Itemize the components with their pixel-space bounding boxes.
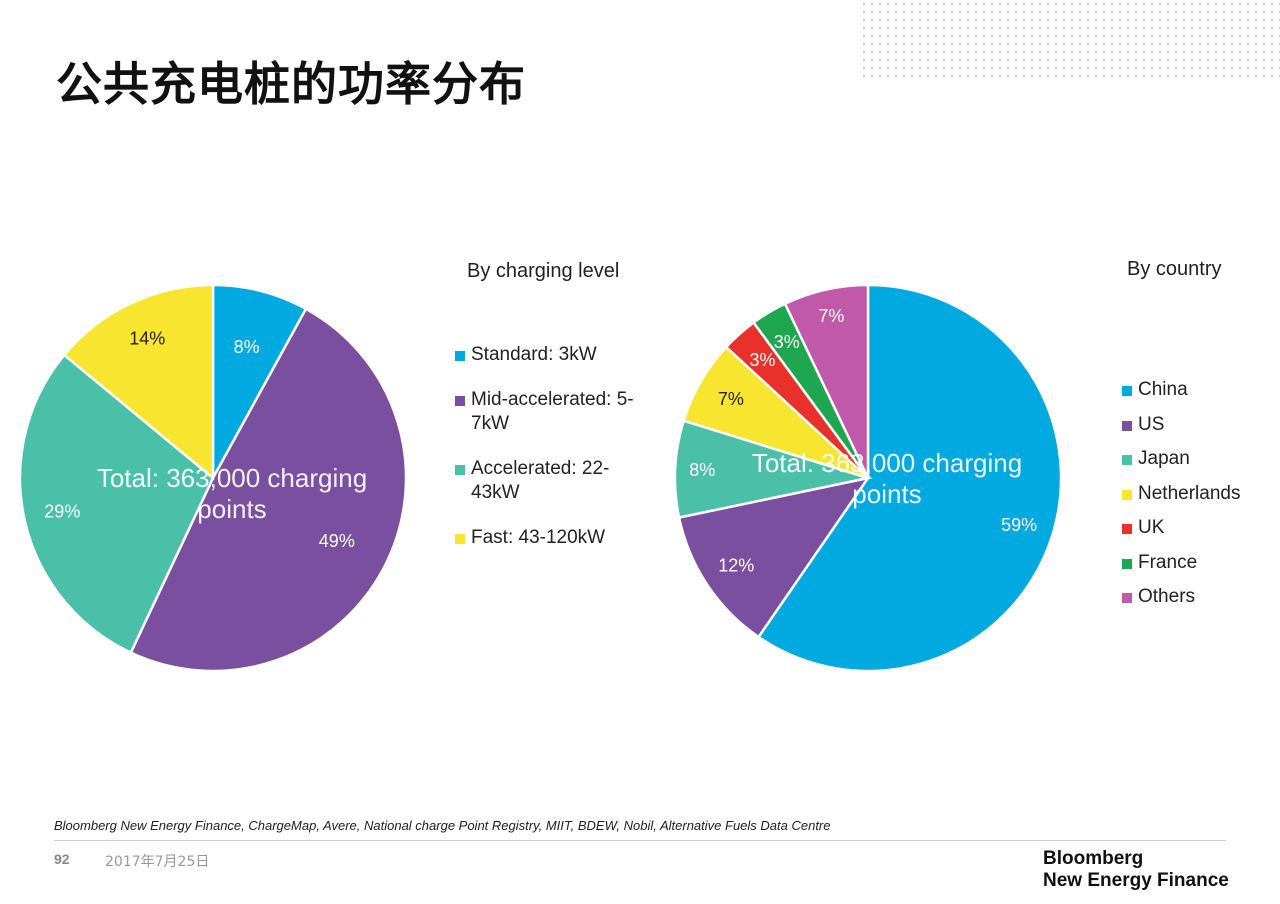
pie-slice-fast-43-120kw (62, 283, 215, 481)
legend-item-china: China (1122, 378, 1272, 402)
brand-logo: Bloomberg New Energy Finance (1043, 848, 1229, 892)
legend-swatch (1122, 558, 1132, 569)
legend-item-us: US (1122, 413, 1272, 437)
legend-label: Fast: 43-120kW (471, 527, 606, 548)
legend-label: Others (1138, 586, 1196, 607)
legend-country: China US Japan Netherlands UK France Others (1122, 378, 1272, 620)
legend-label: China (1138, 379, 1188, 400)
data-label-uk: 3% (749, 350, 775, 370)
legend-item-france: France (1122, 551, 1272, 575)
legend-swatch (1122, 593, 1132, 603)
data-label-japan: 8% (689, 460, 715, 480)
legend-swatch (1122, 386, 1132, 396)
legend-swatch (1122, 455, 1132, 465)
data-label-us: 12% (718, 556, 754, 576)
data-label-fast-43-120kw: 14% (129, 328, 165, 348)
pie-slice-standard-3kw (211, 283, 308, 479)
legend-swatch (455, 534, 465, 544)
chart-title-country: By country (1127, 258, 1222, 280)
legend-label: Japan (1138, 448, 1190, 469)
legend-item-netherlands: Netherlands (1122, 482, 1272, 506)
legend-item-mid-accelerated-5-7kw: Mid-accelerated: 5-7kW (455, 388, 645, 436)
legend-swatch (455, 465, 465, 475)
legend-item-uk: UK (1122, 516, 1272, 540)
data-label-others: 7% (818, 306, 844, 326)
page-title: 公共充电桩的功率分布 (56, 57, 526, 111)
legend-label: Mid-accelerated: 5-7kW (471, 389, 634, 434)
brand-line-2: New Energy Finance (1043, 870, 1229, 891)
brand-line-1: Bloomberg (1043, 848, 1144, 869)
data-label-netherlands: 7% (718, 389, 744, 409)
legend-item-japan: Japan (1122, 447, 1272, 471)
pie-slice-accelerated-22-43kw (18, 353, 215, 655)
chart-title-charging-level: By charging level (467, 260, 620, 282)
legend-swatch (1122, 420, 1132, 431)
source-note: Bloomberg New Energy Finance, ChargeMap,… (54, 818, 831, 833)
data-label-france: 3% (774, 332, 800, 352)
pie-slice-mid-accelerated-5-7kw (129, 307, 408, 673)
total-label: Total: 363,000 charging points (97, 463, 367, 524)
data-label-mid-accelerated-5-7kw: 49% (319, 531, 355, 551)
legend-label: Netherlands (1138, 482, 1241, 504)
legend-swatch (1122, 489, 1132, 500)
legend-item-fast-43-120kw: Fast: 43-120kW (455, 526, 645, 550)
page-date: 2017年7月25日 (105, 854, 210, 870)
pie-slice-others (783, 283, 870, 479)
legend-label: US (1138, 413, 1165, 435)
decorative-dot-pattern (860, 0, 1280, 80)
total-label: Total: 363,000 charging points (752, 448, 1022, 509)
legend-swatch (1122, 524, 1132, 534)
legend-swatch (455, 351, 465, 361)
legend-item-standard-3kw: Standard: 3kW (455, 343, 645, 367)
legend-label: UK (1138, 517, 1165, 538)
data-label-accelerated-22-43kw: 29% (44, 502, 80, 522)
legend-label: France (1138, 551, 1198, 573)
pie-slice-japan (673, 419, 873, 520)
data-label-china: 59% (1001, 515, 1037, 535)
legend-item-accelerated-22-43kw: Accelerated: 22-43kW (455, 457, 645, 505)
pie-slice-china (756, 283, 1063, 673)
legend-label: Accelerated: 22-43kW (471, 458, 610, 503)
page-number: 92 (54, 851, 70, 867)
data-label-standard-3kw: 8% (234, 337, 260, 357)
footer-divider (54, 840, 1226, 841)
legend-item-others: Others (1122, 585, 1272, 609)
legend-swatch (455, 396, 465, 406)
pie-slice-us (677, 476, 871, 639)
legend-charging-level: Standard: 3kW Mid-accelerated: 5-7kW Accel… (455, 343, 645, 571)
legend-label: Standard: 3kW (471, 344, 597, 365)
